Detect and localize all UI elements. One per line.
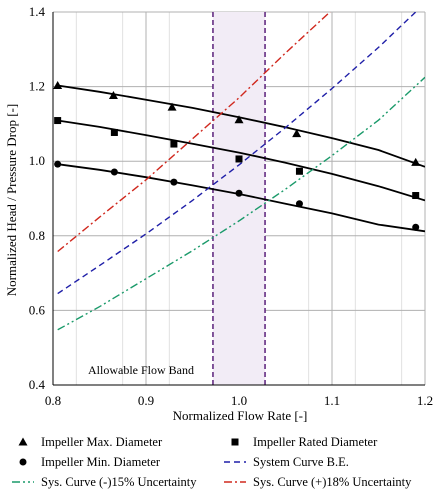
- y-tick-label: 1.4: [29, 4, 46, 19]
- series-6: [57, 12, 331, 253]
- series-1: [53, 80, 425, 168]
- data-point: [54, 117, 62, 125]
- series-4: [57, 12, 417, 295]
- data-point: [170, 140, 178, 148]
- legend-label: Sys. Curve (+)18% Uncertainty: [253, 475, 412, 489]
- series-5: [57, 76, 425, 331]
- data-point: [295, 167, 303, 175]
- legend-label: Impeller Max. Diameter: [41, 435, 163, 449]
- data-point: [234, 115, 244, 124]
- legend-symbol: [19, 458, 27, 466]
- axes: 0.8 0.9 1.0 1.1 1.2 0.4 0.6 0.8 1.0 1.2 1.4: [29, 4, 433, 408]
- data-point: [170, 178, 178, 186]
- data-point: [412, 223, 420, 231]
- data-point: [108, 91, 118, 100]
- x-tick-label: 0.8: [45, 393, 61, 408]
- data-point: [411, 157, 421, 166]
- legend-item-3: Impeller Min. Diameter: [19, 455, 161, 469]
- data-point: [412, 192, 420, 200]
- x-tick-label: 1.0: [231, 393, 247, 408]
- legend-label: Impeller Rated Diameter: [253, 435, 378, 449]
- data-point: [110, 128, 118, 136]
- y-tick-label: 1.2: [29, 79, 45, 94]
- x-tick-label: 0.9: [138, 393, 154, 408]
- series-line: [57, 76, 425, 331]
- data-point: [235, 189, 243, 197]
- legend-symbol: [231, 438, 239, 446]
- legend: Impeller Max. Diameter Impeller Rated Dia…: [12, 435, 412, 489]
- y-axis-title: Normalized Head / Pressure Drop [-]: [4, 104, 19, 296]
- legend-item-5: Sys. Curve (-)15% Uncertainty: [12, 475, 197, 489]
- legend-label: Sys. Curve (-)15% Uncertainty: [41, 475, 197, 489]
- x-tick-label: 1.2: [417, 393, 433, 408]
- curves: [53, 12, 425, 331]
- plot-area: Allowable Flow Band: [52, 11, 426, 386]
- y-tick-label: 0.6: [29, 302, 46, 317]
- x-tick-label: 1.1: [324, 393, 340, 408]
- y-tick-label: 1.0: [29, 153, 45, 168]
- data-point: [110, 168, 118, 176]
- series-2: [54, 117, 425, 202]
- series-line: [57, 12, 331, 253]
- flow-band-label: Allowable Flow Band: [88, 363, 194, 377]
- legend-item-2: Impeller Rated Diameter: [231, 435, 378, 449]
- legend-item-4: System Curve B.E.: [224, 455, 349, 469]
- data-point: [54, 160, 62, 168]
- legend-item-6: Sys. Curve (+)18% Uncertainty: [224, 475, 412, 489]
- legend-label: Impeller Min. Diameter: [41, 455, 161, 469]
- y-tick-label: 0.4: [29, 377, 46, 392]
- data-point: [235, 155, 243, 163]
- series-line: [57, 12, 417, 295]
- legend-label: System Curve B.E.: [253, 455, 349, 469]
- series-3: [54, 160, 425, 233]
- data-point: [167, 102, 177, 111]
- data-point: [53, 80, 63, 89]
- legend-item-1: Impeller Max. Diameter: [18, 435, 163, 449]
- y-tick-label: 0.8: [29, 228, 45, 243]
- x-axis-title: Normalized Flow Rate [-]: [173, 408, 308, 423]
- data-point: [295, 200, 303, 208]
- legend-symbol: [18, 437, 28, 446]
- data-point: [292, 129, 302, 138]
